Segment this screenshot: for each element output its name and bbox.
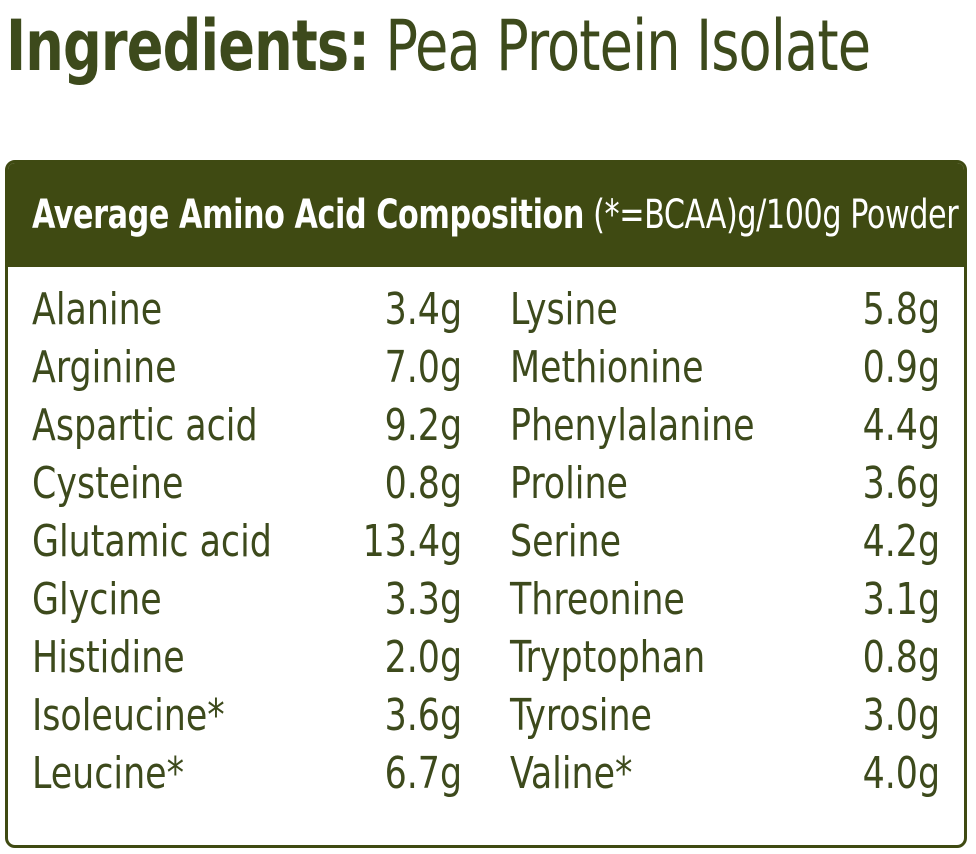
amino-acid-name: Phenylalanine [510, 400, 755, 451]
amino-acid-name: Glycine [32, 574, 162, 625]
amino-acid-name: Isoleucine* [32, 690, 225, 741]
table-row: Glutamic acid 13.4g [32, 513, 462, 571]
amino-acid-amount: 3.6g [384, 690, 462, 741]
left-column: Alanine 3.4g Arginine 7.0g Aspartic acid 9.2g… [32, 281, 462, 803]
amino-acid-name: Proline [510, 458, 628, 509]
heading-product: Pea Protein Isolate [385, 5, 871, 87]
amino-acid-amount: 4.4g [862, 400, 940, 451]
amino-acid-amount: 5.8g [862, 284, 940, 335]
amino-acid-amount: 3.6g [862, 458, 940, 509]
amino-acid-amount: 0.9g [862, 342, 940, 393]
amino-acid-table: Average Amino Acid Composition (*=BCAA)g… [5, 160, 967, 848]
table-row: Serine 4.2g [510, 513, 940, 571]
table-row: Phenylalanine 4.4g [510, 397, 940, 455]
table-row: Threonine 3.1g [510, 571, 940, 629]
amino-acid-amount: 3.1g [862, 574, 940, 625]
table-row: Alanine 3.4g [32, 281, 462, 339]
heading-label: Ingredients: [6, 5, 370, 87]
amino-acid-amount: 2.0g [384, 632, 462, 683]
table-row: Proline 3.6g [510, 455, 940, 513]
amino-acid-name: Tryptophan [510, 632, 706, 683]
table-row: Cysteine 0.8g [32, 455, 462, 513]
amino-acid-amount: 0.8g [384, 458, 462, 509]
amino-acid-name: Lysine [510, 284, 618, 335]
amino-acid-name: Valine* [510, 748, 633, 799]
amino-acid-amount: 7.0g [384, 342, 462, 393]
amino-acid-name: Cysteine [32, 458, 184, 509]
amino-acid-amount: 3.4g [384, 284, 462, 335]
amino-acid-name: Histidine [32, 632, 185, 683]
table-header: Average Amino Acid Composition (*=BCAA)g… [8, 163, 964, 267]
amino-acid-name: Arginine [32, 342, 177, 393]
table-row: Tyrosine 3.0g [510, 687, 940, 745]
table-row: Histidine 2.0g [32, 629, 462, 687]
table-row: Lysine 5.8g [510, 281, 940, 339]
amino-acid-amount: 0.8g [862, 632, 940, 683]
table-row: Leucine* 6.7g [32, 745, 462, 803]
table-row: Aspartic acid 9.2g [32, 397, 462, 455]
amino-acid-name: Leucine* [32, 748, 185, 799]
amino-acid-name: Serine [510, 516, 622, 567]
amino-acid-amount: 4.0g [862, 748, 940, 799]
table-row: Isoleucine* 3.6g [32, 687, 462, 745]
amino-acid-name: Methionine [510, 342, 704, 393]
amino-acid-amount: 13.4g [362, 516, 462, 567]
table-row: Methionine 0.9g [510, 339, 940, 397]
amino-acid-name: Threonine [510, 574, 685, 625]
right-column: Lysine 5.8g Methionine 0.9g Phenylalanine 4.4… [510, 281, 940, 803]
amino-acid-amount: 3.0g [862, 690, 940, 741]
table-title: Average Amino Acid Composition [32, 192, 584, 238]
amino-acid-name: Alanine [32, 284, 163, 335]
page-heading: Ingredients: Pea Protein Isolate [6, 4, 871, 88]
amino-acid-amount: 4.2g [862, 516, 940, 567]
table-row: Arginine 7.0g [32, 339, 462, 397]
table-subtitle: (*=BCAA)g/100g Powder [593, 192, 959, 238]
table-row: Tryptophan 0.8g [510, 629, 940, 687]
amino-acid-amount: 3.3g [384, 574, 462, 625]
amino-acid-name: Aspartic acid [32, 400, 258, 451]
table-row: Valine* 4.0g [510, 745, 940, 803]
amino-acid-name: Glutamic acid [32, 516, 272, 567]
amino-acid-name: Tyrosine [510, 690, 652, 741]
table-row: Glycine 3.3g [32, 571, 462, 629]
amino-acid-amount: 9.2g [384, 400, 462, 451]
amino-acid-amount: 6.7g [384, 748, 462, 799]
